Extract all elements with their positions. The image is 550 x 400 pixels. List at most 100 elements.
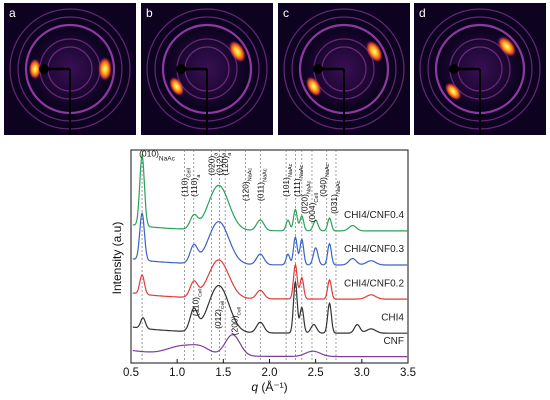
peak-label: (110)a	[189, 174, 202, 197]
waxs-panel-d: d	[414, 3, 546, 135]
peak-label-sub: NaAc	[336, 180, 342, 194]
peak-label-sub: NaAc	[307, 180, 313, 194]
panel-label: c	[283, 6, 289, 20]
x-tick-label: 1.5	[215, 367, 231, 379]
x-tick-label: 2.0	[262, 367, 278, 379]
x-tick-label: 2.5	[308, 367, 324, 379]
peak-label-main: (020)	[300, 194, 310, 214]
reflection-arc	[98, 57, 112, 81]
reflection-arc	[305, 76, 322, 97]
peak-label: (012)Cell	[213, 301, 226, 329]
reflection-arc	[365, 40, 383, 63]
peak-label: (010)NaAc	[139, 148, 175, 162]
x-tick-label: 3.0	[354, 367, 370, 379]
x-axis-title: q (Å⁻¹)	[251, 379, 287, 394]
peak-label: (111)NaAc	[292, 165, 305, 197]
peak-labels: (010)NaAc(110)Cell(110)a(020)a(012)a(120…	[139, 148, 342, 335]
x-axis-title-q: q	[251, 380, 258, 394]
peak-label-main: (012)	[213, 309, 223, 329]
x-tick-label: 0.5	[123, 367, 139, 379]
series-labels: CNF CHI4 CHI4/CNF0.2 CHI4/CNF0.3 CHI4/CNF0.4	[344, 210, 404, 347]
peak-label: (040)NaAc	[318, 163, 331, 197]
reflection-arc	[169, 76, 185, 97]
series-line	[132, 279, 408, 334]
reflection-arc	[497, 36, 517, 57]
reference-lines	[141, 150, 337, 363]
series-label: CHI4/CNF0.2	[344, 278, 404, 289]
panel-label: d	[419, 6, 426, 20]
peak-label-main: (120)	[220, 156, 230, 176]
peak-label-main: (110)	[191, 297, 201, 316]
beamstop	[39, 64, 49, 74]
beamstop	[449, 64, 459, 74]
series-label: CNF	[383, 336, 404, 347]
peak-label-sub: NaAc	[288, 163, 294, 177]
xrd-chart: (010)NaAc(110)Cell(110)a(020)a(012)a(120…	[110, 148, 416, 394]
peak-label-main: (110)	[180, 177, 190, 196]
peak-label-sub: NaAc	[325, 163, 331, 177]
series-label: CHI4/CNF0.3	[344, 244, 404, 255]
beamstop	[176, 64, 186, 74]
peak-label: (110)Cell	[180, 168, 193, 197]
series-lines	[132, 153, 408, 358]
peak-label-sub: NaAc	[262, 168, 268, 182]
peak-label-main: (020)	[206, 156, 216, 176]
x-tick-label: 1.0	[169, 367, 185, 379]
series-line	[132, 259, 408, 300]
peak-label-main: (031)	[329, 194, 339, 214]
peak-label-sub: Cell	[187, 168, 193, 177]
peak-label-sub: NaAc	[299, 165, 305, 179]
peak-label: (012)a	[215, 152, 228, 176]
peak-label-main: (101)	[281, 177, 291, 197]
peak-label: (004)Cell	[307, 193, 320, 222]
peak-label-sub: NaAc	[247, 168, 253, 182]
series-label: CHI4/CNF0.4	[344, 210, 404, 221]
peak-label: (020)NaAc	[300, 180, 313, 214]
reflection-arc	[444, 82, 462, 101]
peak-label: (200)Cell	[229, 307, 242, 335]
reflection-arc	[228, 40, 246, 63]
waxs-panels: a b c d	[4, 3, 546, 135]
peak-label: (101)NaAc	[281, 163, 294, 197]
peak-label: (020)a	[206, 152, 219, 176]
peak-label-sub: Cell	[197, 288, 203, 296]
waxs-panel-b: b	[141, 3, 273, 135]
peak-label: (031)NaAc	[329, 180, 342, 214]
panel-label: a	[9, 6, 16, 20]
series-line	[132, 212, 408, 266]
waxs-panel-a: a	[4, 3, 136, 135]
panel-label: b	[146, 6, 153, 20]
peak-label: (120)a	[220, 152, 233, 176]
peak-label-sub: a	[213, 152, 219, 156]
peak-label-sub: Cell	[219, 301, 225, 309]
series-line	[132, 153, 408, 232]
beamstop	[313, 64, 323, 74]
peak-label-sub: a	[222, 152, 228, 156]
x-axis-title-unit: (Å⁻¹)	[258, 379, 288, 394]
peak-label-sub: NaAc	[159, 155, 176, 162]
peak-label: (120)NaAc	[240, 168, 253, 202]
peak-label-main: (111)	[292, 178, 302, 197]
peak-label-main: (010)	[139, 148, 159, 158]
peak-label-main: (011)	[255, 182, 265, 201]
series-line	[132, 334, 408, 358]
waxs-panel-c: c	[278, 3, 410, 135]
peak-label-main: (040)	[318, 177, 328, 197]
peak-label-sub: a	[227, 152, 233, 156]
peak-label: (110)Cell	[191, 288, 204, 316]
x-tick-label: 3.5	[400, 367, 416, 379]
peak-label: (011)NaAc	[255, 168, 268, 201]
reflection-arc	[28, 58, 42, 80]
peak-label-main: (200)	[229, 315, 239, 335]
peak-label-sub: Cell	[236, 307, 242, 315]
peak-label-main: (012)	[215, 156, 225, 176]
peak-label-sub: a	[196, 174, 202, 178]
y-axis-title: Intensity (a.u)	[110, 222, 124, 295]
series-label: CHI4	[381, 312, 404, 323]
peak-label-sub: Cell	[314, 193, 320, 202]
peak-label-main: (004)	[307, 202, 317, 222]
x-axis-ticks: 0.5 1.0 1.5 2.0 2.5 3.0 3.5	[123, 359, 416, 379]
peak-label-main: (110)	[189, 177, 199, 196]
peak-label-main: (120)	[240, 181, 250, 201]
